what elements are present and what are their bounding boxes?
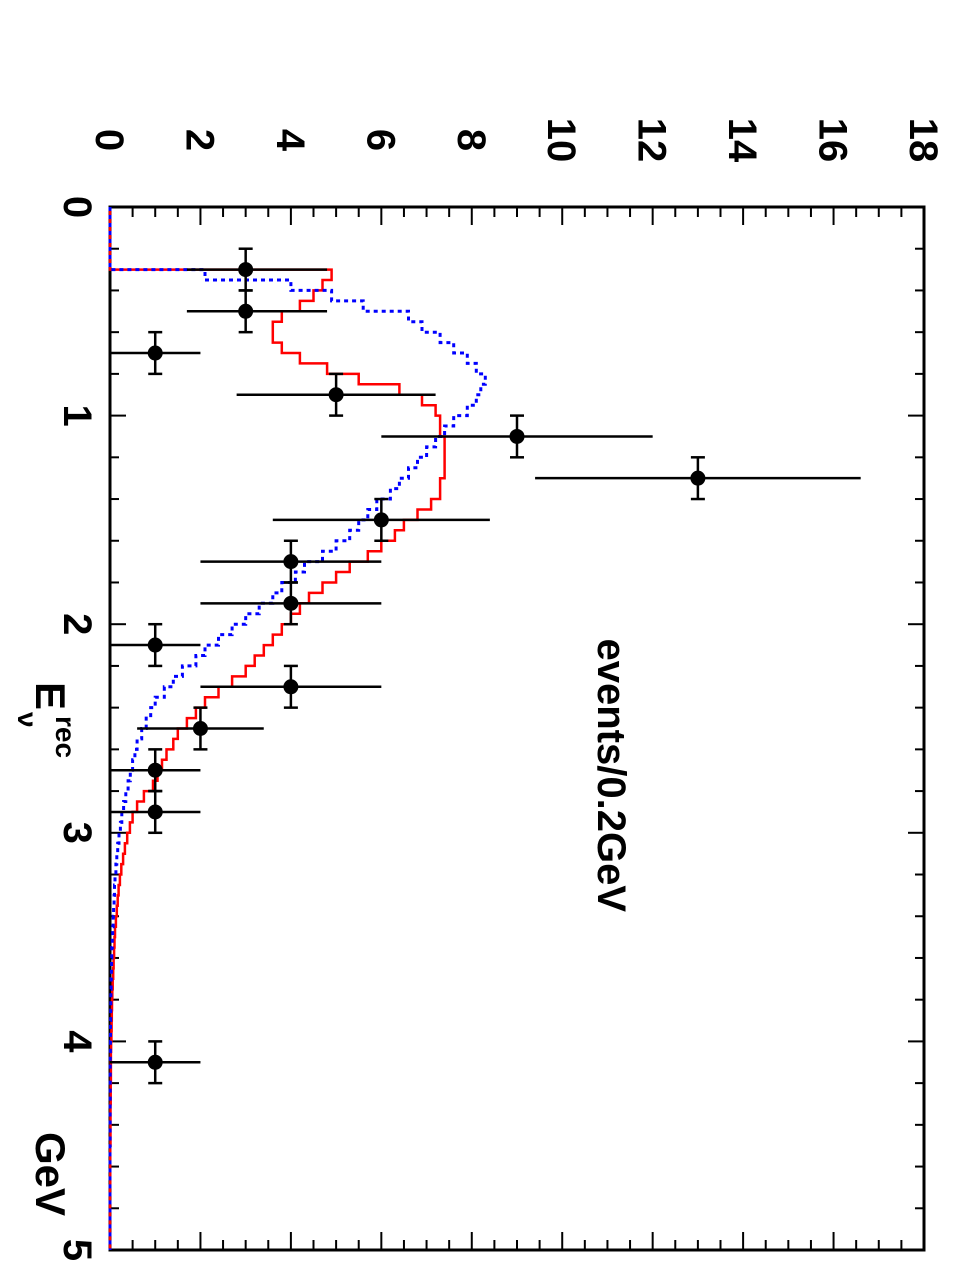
data-point <box>110 330 201 376</box>
data-point <box>200 664 382 709</box>
x-tick-label: 3 <box>55 822 99 844</box>
data-marker <box>373 512 389 528</box>
y-tick-label: 18 <box>901 118 945 163</box>
blue-dotted-histogram <box>108 207 487 1250</box>
data-point <box>381 414 653 459</box>
y-tick-label: 4 <box>268 129 312 152</box>
data-marker <box>690 470 706 486</box>
data-point <box>137 706 264 751</box>
data-point <box>535 456 861 501</box>
x-axis-title-main: E <box>27 682 74 710</box>
y-tick-label: 8 <box>449 129 493 151</box>
y-tick-label: 16 <box>811 118 855 163</box>
data-marker <box>328 387 344 403</box>
y-tick-label: 10 <box>539 118 583 163</box>
x-axis-title-sub: ν <box>12 712 43 728</box>
data-marker <box>238 262 254 278</box>
y-tick-label: 12 <box>630 118 674 163</box>
data-marker <box>147 762 163 778</box>
data-points-layer <box>110 247 861 1085</box>
data-point <box>110 1040 201 1085</box>
data-marker <box>509 428 525 444</box>
data-point <box>110 622 201 668</box>
x-tick-label: 4 <box>55 1030 99 1053</box>
x-tick-label: 0 <box>55 196 99 218</box>
data-marker <box>283 554 299 570</box>
data-marker <box>283 595 299 611</box>
x-axis-unit: GeV <box>27 1132 74 1216</box>
data-point <box>200 539 382 584</box>
y-axis-title: events/0.2GeV <box>589 639 633 913</box>
y-tick-label: 6 <box>358 129 402 151</box>
x-tick-label: 5 <box>55 1239 99 1261</box>
data-marker <box>238 303 254 319</box>
data-point <box>200 581 382 626</box>
axis-ticks-layer <box>109 206 925 1251</box>
data-marker <box>147 345 163 361</box>
data-marker <box>147 1054 163 1070</box>
data-marker <box>192 721 208 736</box>
data-point <box>236 372 436 417</box>
y-tick-label: 0 <box>87 129 131 151</box>
data-point <box>186 247 328 292</box>
data-point <box>186 289 328 334</box>
data-point <box>110 748 201 793</box>
x-tick-label: 1 <box>55 404 99 426</box>
y-tick-label: 2 <box>177 129 221 151</box>
data-marker <box>147 637 163 653</box>
data-point <box>272 497 490 543</box>
data-marker <box>283 679 299 695</box>
y-tick-label: 14 <box>720 118 764 163</box>
x-tick-label: 2 <box>55 613 99 635</box>
x-axis-title-sup: rec <box>50 716 81 758</box>
data-marker <box>147 804 163 820</box>
data-point <box>110 789 201 835</box>
